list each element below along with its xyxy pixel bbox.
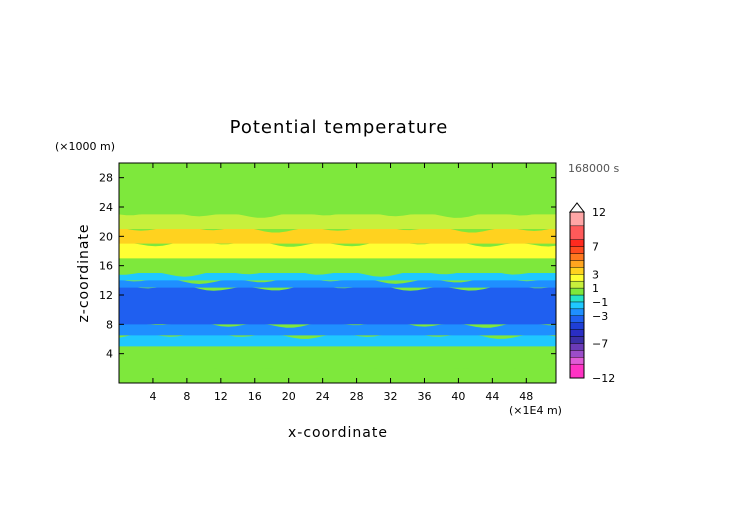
x-unit-label: (×1E4 m) xyxy=(509,404,562,417)
colorbar-swatch xyxy=(569,260,585,268)
y-tick-label: 20 xyxy=(99,230,113,243)
colorbar-swatch xyxy=(569,280,585,289)
y-tick-label: 16 xyxy=(99,260,113,273)
field-band-shape xyxy=(119,284,556,325)
colorbar-swatch xyxy=(569,322,585,330)
colorbar-label: −3 xyxy=(592,310,608,323)
x-ticks: 4 8 12 16 20 24 28 32 36 40 44 48 xyxy=(149,163,533,403)
colorbar-swatch xyxy=(569,301,585,310)
colorbar-label: −7 xyxy=(592,337,608,350)
colorbar-swatch xyxy=(569,308,585,316)
field-band xyxy=(119,365,556,383)
colorbar-swatch xyxy=(569,274,585,282)
field-band xyxy=(119,320,556,336)
x-axis-label: x-coordinate xyxy=(288,425,388,441)
y-tick-label: 12 xyxy=(99,289,113,302)
y-ticks: 4 8 12 16 20 24 28 xyxy=(99,172,556,361)
colorbar-label: 12 xyxy=(592,206,606,219)
field-band xyxy=(119,342,556,369)
colorbar-swatch xyxy=(569,350,585,358)
field-layer xyxy=(119,163,556,383)
x-tick-label: 16 xyxy=(248,390,262,403)
colorbar-label: −12 xyxy=(592,372,615,385)
colorbar-swatch xyxy=(569,253,585,261)
colorbar-frame xyxy=(569,211,585,379)
x-tick-label: 28 xyxy=(350,390,364,403)
field-band-shape xyxy=(119,163,556,215)
field-band-shape xyxy=(119,210,556,229)
field-band xyxy=(119,163,556,215)
colorbar-swatch xyxy=(569,246,585,254)
x-tick-label: 20 xyxy=(282,390,296,403)
colorbar-swatch xyxy=(569,329,585,337)
colorbar-label: 1 xyxy=(592,282,599,295)
field-band xyxy=(119,210,556,229)
y-tick-label: 28 xyxy=(99,172,113,185)
x-tick-label: 32 xyxy=(384,390,398,403)
x-tick-label: 24 xyxy=(316,390,330,403)
x-tick-label: 12 xyxy=(214,390,228,403)
y-unit-label: (×1000 m) xyxy=(55,140,115,153)
colorbar-swatch xyxy=(569,363,585,379)
colorbar: 12 7 31−1−3 −7 −12 xyxy=(568,202,615,385)
time-label: 168000 s xyxy=(568,162,619,175)
plot-frame xyxy=(118,162,557,384)
field-band xyxy=(119,225,556,244)
field-band-shape xyxy=(119,365,556,383)
colorbar-swatch xyxy=(569,211,585,227)
colorbar-swatch xyxy=(569,239,585,247)
field-band-shape xyxy=(119,255,556,273)
field-band-shape xyxy=(119,331,556,347)
colorbar-label: 3 xyxy=(592,268,599,281)
field-band-shape xyxy=(119,240,556,259)
field-band xyxy=(119,240,556,259)
field-band xyxy=(119,284,556,325)
colorbar-swatch xyxy=(569,357,585,365)
field-band xyxy=(119,255,556,273)
colorbar-overflow-arrow xyxy=(568,202,586,213)
colorbar-swatch xyxy=(569,315,585,323)
x-tick-label: 36 xyxy=(417,390,431,403)
chart-title: Potential temperature xyxy=(230,117,449,138)
x-tick-label: 44 xyxy=(485,390,499,403)
colorbar-label: 7 xyxy=(592,241,599,254)
x-tick-label: 8 xyxy=(183,390,190,403)
x-tick-label: 48 xyxy=(519,390,533,403)
x-tick-label: 40 xyxy=(451,390,465,403)
y-tick-label: 24 xyxy=(99,201,113,214)
colorbar-swatch xyxy=(569,343,585,351)
field-band-shape xyxy=(119,225,556,244)
field-band-shape xyxy=(119,342,556,369)
field-band-shape xyxy=(119,320,556,336)
y-axis-label: z-coordinate xyxy=(76,223,92,322)
colorbar-swatch xyxy=(569,225,585,240)
colorbar-swatch xyxy=(569,287,585,296)
colorbar-label: −1 xyxy=(592,296,608,309)
y-tick-label: 8 xyxy=(106,318,113,331)
y-tick-label: 4 xyxy=(106,348,113,361)
colorbar-swatch xyxy=(569,267,585,275)
field-band xyxy=(119,331,556,347)
x-tick-label: 4 xyxy=(149,390,156,403)
colorbar-swatch xyxy=(569,294,585,303)
colorbar-swatch xyxy=(569,336,585,344)
